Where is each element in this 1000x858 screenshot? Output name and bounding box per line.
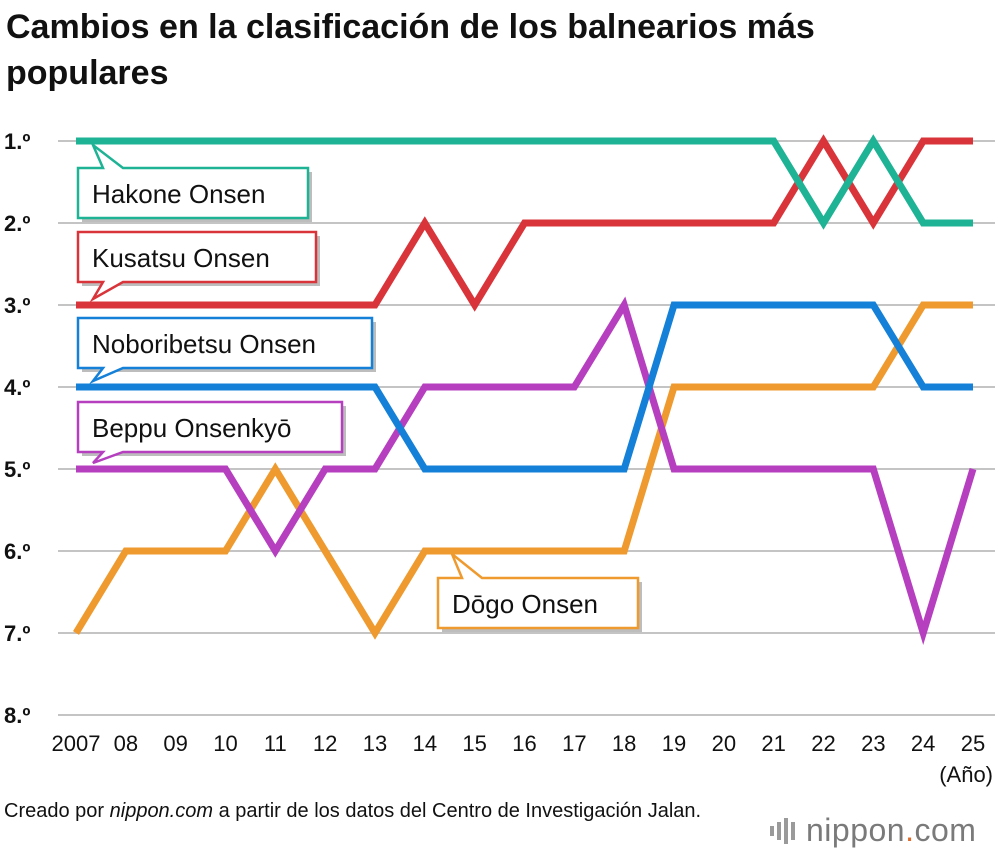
series-label-text: Kusatsu Onsen [92,243,270,273]
label-box [436,553,640,630]
logo-name: nippon [806,812,906,848]
x-tick-label: 22 [811,731,835,756]
x-tick-label: 21 [761,731,785,756]
series-lines [73,134,977,646]
x-tick-label: 16 [512,731,536,756]
y-tick-label: 6.º [4,539,30,564]
y-tick-label: 1.º [4,129,30,154]
y-tick-label: 4.º [4,375,30,400]
series-line-0 [76,134,973,230]
source-site: nippon.com [109,800,214,822]
series-label-1: Kusatsu Onsen [76,230,320,303]
series-label-text: Hakone Onsen [92,179,265,209]
series-line-1 [76,134,973,312]
x-tick-label: 13 [363,731,387,756]
label-box [76,316,374,385]
y-axis-tick-labels: 1.º 2.º 3.º 4.º 5.º 6.º 7.º 8.º [4,129,30,728]
label-box [76,230,318,303]
logo-tld: com [914,812,977,848]
y-tick-label: 5.º [4,457,30,482]
x-tick-label: 12 [313,731,337,756]
logo-dot: . [905,812,915,848]
series-label-2: Noboribetsu Onsen [76,316,376,385]
x-tick-label: 20 [712,731,736,756]
line-chart: 1.º 2.º 3.º 4.º 5.º 6.º 7.º 8.º 2007 08 09 10 11 12 1… [4,129,995,787]
chart-title: Cambios en la clasificación de los balne… [6,8,815,92]
x-axis-label: (Año) [939,762,993,787]
label-box [76,400,344,465]
x-tick-label: 25 [961,731,985,756]
series-label-text: Noboribetsu Onsen [92,329,316,359]
y-tick-label: 2.º [4,211,30,236]
series-label-4: Dōgo Onsen [436,553,642,632]
x-tick-label: 23 [861,731,885,756]
series-labels: Hakone Onsen Kusatsu Onsen Noboribetsu Ons… [76,141,642,632]
x-tick-label: 10 [213,731,237,756]
nippon-logo: nippon.com [770,806,996,856]
y-tick-label: 3.º [4,293,30,318]
source-note: Creado por nippon.com a partir de los da… [4,797,701,826]
logo-bars-icon [770,818,795,844]
series-line-2 [76,301,973,473]
x-tick-label: 2007 [52,731,101,756]
x-tick-label: 14 [413,731,437,756]
series-line-3 [76,296,977,646]
x-tick-label: 15 [462,731,486,756]
series-label-3: Beppu Onsenkyō [76,400,346,465]
series-label-0: Hakone Onsen [76,141,312,222]
x-tick-label: 24 [911,731,935,756]
y-tick-label: 7.º [4,621,30,646]
label-box [76,141,310,220]
x-tick-label: 19 [662,731,686,756]
x-tick-label: 11 [264,731,287,756]
logo-text: nippon.com [806,810,976,850]
series-label-text: Beppu Onsenkyō [92,413,291,443]
source-suffix: a partir de los datos del Centro de Inve… [213,800,702,822]
source-prefix: Creado por [4,800,110,822]
series-label-text: Dōgo Onsen [452,589,598,619]
x-tick-label: 17 [562,731,586,756]
y-tick-label: 8.º [4,703,30,728]
series-line-4 [73,301,973,640]
x-tick-label: 08 [114,731,138,756]
x-axis-tick-labels: 2007 08 09 10 11 12 13 14 15 16 17 18 19 20 21 22 23 24 25 [52,731,986,756]
x-tick-label: 18 [612,731,636,756]
x-tick-label: 09 [163,731,187,756]
